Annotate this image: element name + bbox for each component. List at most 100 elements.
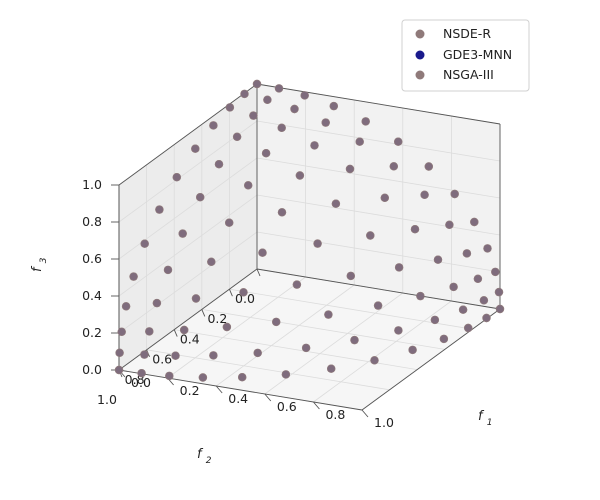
point-nsga-iii: [277, 123, 286, 132]
data-points: [114, 79, 505, 382]
axis-edge: [118, 83, 258, 186]
z-tick-label: 0.8: [82, 214, 102, 229]
point-nsga-iii: [408, 345, 417, 355]
point-nsga-iii: [196, 193, 205, 202]
point-nsga-iii: [263, 95, 272, 105]
point-nsga-iii: [350, 335, 359, 345]
point-nsga-iii: [479, 296, 489, 305]
x-tick-label: 0.8: [325, 407, 345, 422]
point-nsga-iii: [239, 288, 248, 297]
point-nsga-iii: [321, 118, 330, 127]
point-nsga-iii: [345, 164, 355, 174]
point-nsga-iii: [394, 263, 404, 272]
pane-f1-f3: [257, 84, 500, 309]
y-tick-label: 0.0: [235, 291, 255, 306]
point-nsga-iii: [370, 356, 379, 365]
point-nsga-iii: [281, 370, 291, 379]
point-nsga-iii: [430, 315, 440, 325]
x-tick-label: 1.0: [374, 415, 394, 430]
grid-line: [256, 120, 501, 162]
point-nsga-iii: [165, 371, 174, 381]
point-nsga-iii: [331, 199, 341, 208]
point-nsga-iii: [449, 282, 458, 292]
x-tick: [215, 385, 223, 394]
point-nsga-iii: [424, 162, 433, 171]
point-nsga-iii: [178, 229, 187, 238]
point-nsga-iii: [420, 190, 429, 199]
point-nsga-iii: [152, 298, 162, 308]
y-tick-label: 1.0: [97, 392, 117, 407]
point-nsga-iii: [361, 117, 370, 126]
point-nsga-iii: [495, 304, 505, 314]
point-nsga-iii: [313, 239, 322, 248]
legend-item: GDE3-MNN: [415, 47, 512, 62]
point-nsga-iii: [209, 351, 218, 360]
point-nsga-iii: [389, 162, 398, 171]
point-nsga-iii: [410, 225, 420, 234]
grid-line: [256, 157, 501, 199]
point-nsga-iii: [225, 103, 235, 112]
point-nsga-iii: [140, 239, 149, 248]
axis-ticks: 0.00.20.40.60.81.00.00.20.40.60.81.00.00…: [82, 177, 394, 430]
axis-edge: [118, 369, 363, 411]
point-nsga-iii: [222, 322, 232, 332]
point-nsga-iii: [346, 271, 355, 281]
axis-title-subscript: 1: [487, 418, 493, 428]
axis-edge: [256, 83, 501, 125]
z-tick-label: 0.0: [82, 362, 102, 377]
y-tick: [228, 289, 233, 297]
point-nsga-iii: [191, 144, 200, 153]
legend-label: NSDE-R: [443, 26, 491, 41]
zlabel-text: f: [30, 265, 45, 272]
axis-lines: [118, 83, 501, 411]
point-nsga-iii: [450, 189, 459, 199]
point-nsga-iii: [324, 310, 333, 319]
point-nsga-iii: [209, 121, 218, 130]
point-nsga-iii: [249, 111, 258, 120]
axis-title-subscript: 3: [39, 257, 49, 263]
point-nsga-iii: [310, 141, 319, 150]
point-nsga-iii: [171, 351, 180, 360]
point-nsga-iii: [373, 301, 383, 310]
pane-floor: [119, 269, 500, 410]
z-tick-label: 1.0: [82, 177, 102, 192]
point-nsga-iii: [295, 171, 305, 180]
point-nsga-iii: [244, 181, 253, 190]
x-tick: [313, 401, 320, 410]
zlabel: f 3: [30, 257, 49, 272]
point-nsga-iii: [198, 373, 208, 382]
x-tick: [361, 409, 369, 418]
grid-line: [215, 284, 355, 387]
x-tick-label: 0.2: [180, 383, 200, 398]
point-nsga-iii: [172, 173, 181, 182]
point-nsga-iii: [355, 137, 364, 146]
point-nsga-iii: [121, 302, 131, 311]
point-nsga-iii: [214, 160, 224, 169]
ylabel-text: f: [197, 447, 204, 462]
point-nsga-iii: [366, 231, 375, 240]
point-nsga-iii: [494, 287, 504, 297]
legend: NSDE-R GDE3-MNN NSGA-III: [401, 19, 530, 92]
point-nsga-iii: [301, 343, 311, 353]
legend-marker: [415, 29, 425, 39]
point-nsga-iii: [117, 327, 126, 336]
grid-line: [201, 309, 445, 350]
legend-item: NSGA-III: [415, 67, 494, 82]
point-nsga-iii: [232, 132, 242, 141]
x-tick-label: 0.6: [277, 399, 297, 414]
point-nsga-iii: [272, 317, 281, 327]
axis-edge: [256, 268, 501, 310]
point-nsga-iii: [252, 79, 262, 89]
point-nsga-iii: [258, 248, 267, 257]
grid-line: [167, 276, 306, 379]
x-tick-label: 0.0: [131, 375, 151, 390]
pane-f2-f3: [119, 84, 257, 370]
point-nsga-iii: [240, 89, 249, 99]
point-nsga-iii: [115, 348, 124, 357]
point-nsga-iii: [416, 291, 425, 301]
point-nsga-iii: [433, 255, 443, 264]
point-nsga-iii: [277, 208, 287, 217]
point-nsga-iii: [155, 205, 164, 214]
point-nsga-iii: [300, 91, 309, 100]
